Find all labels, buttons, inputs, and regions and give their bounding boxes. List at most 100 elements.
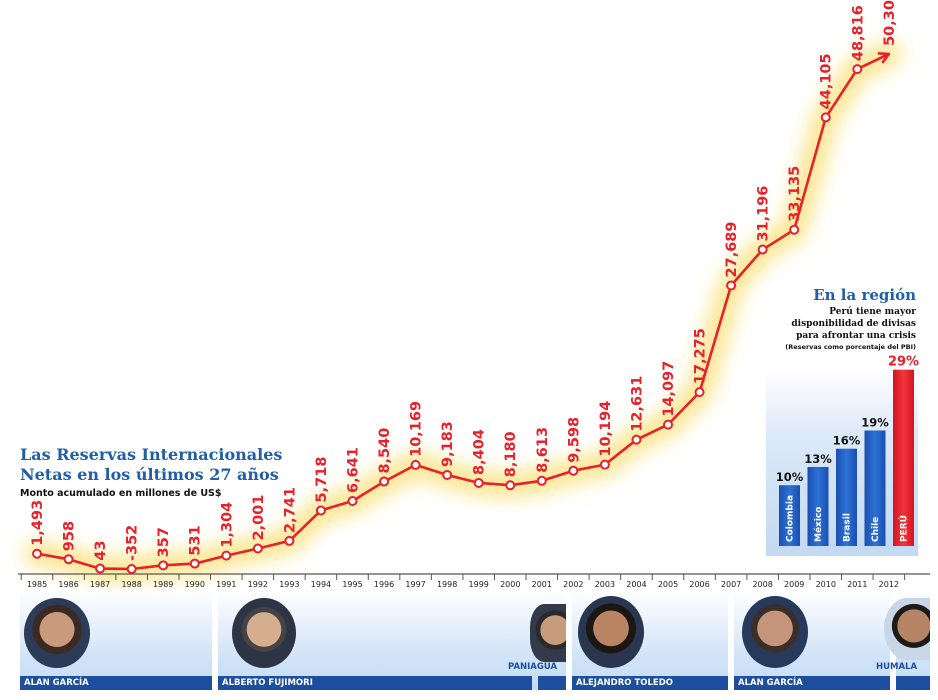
portrait-alejandro-toledo-icon — [578, 596, 644, 668]
data-point — [694, 387, 705, 398]
region-bar-value: 19% — [861, 415, 889, 429]
value-label: 2,741 — [282, 487, 298, 533]
value-label: 14,097 — [661, 361, 677, 417]
x-tick-label: 1991 — [216, 580, 236, 589]
president-label-paniagua: PANIAGUA — [508, 662, 558, 672]
region-bar-category: Brasil — [843, 513, 853, 542]
data-point — [126, 564, 137, 574]
data-point — [189, 558, 200, 569]
president-label-paniagua-bar — [538, 676, 566, 690]
president-label-garcia-1: ALAN GARCÍA — [20, 676, 212, 690]
president-label-garcia-2: ALAN GARCÍA — [734, 676, 890, 690]
x-tick-label: 2006 — [689, 580, 709, 589]
value-label: 50,301 — [882, 0, 898, 46]
data-point — [852, 64, 863, 75]
president-label-humala-bar — [896, 676, 930, 690]
president-label-humala: HUMALA — [876, 662, 918, 672]
data-point — [221, 550, 232, 561]
region-bar-value: 13% — [804, 452, 832, 466]
data-point — [315, 505, 326, 516]
region-subtitle: Perú tiene mayor disponibilidad de divis… — [791, 307, 916, 341]
x-tick-label: 1986 — [58, 580, 78, 589]
data-point — [252, 543, 263, 554]
portrait-paniagua-icon — [530, 604, 566, 662]
data-point — [410, 459, 421, 470]
value-label: 27,689 — [724, 221, 740, 277]
x-tick-label: 1988 — [121, 580, 141, 589]
x-tick-label: 1997 — [405, 580, 425, 589]
data-point — [820, 112, 831, 123]
x-tick-label: 1987 — [90, 580, 110, 589]
x-tick-label: 1990 — [185, 580, 205, 589]
x-tick-label: 1993 — [279, 580, 299, 589]
value-label: 43 — [93, 540, 109, 560]
x-tick-label: 2011 — [847, 580, 867, 589]
value-label: 48,816 — [850, 5, 866, 61]
series-line — [36, 52, 890, 571]
reserves-line — [36, 52, 891, 571]
x-tick-label: 2008 — [752, 580, 772, 589]
region-bar — [836, 448, 857, 546]
x-tick-label: 1999 — [469, 580, 489, 589]
data-point — [505, 480, 516, 491]
data-point — [726, 280, 737, 291]
region-bar-value: 16% — [833, 434, 861, 448]
value-label: 6,641 — [346, 447, 362, 493]
president-label-toledo: ALEJANDRO TOLEDO — [572, 676, 728, 690]
x-tick-label: 1992 — [248, 580, 268, 589]
value-label: 9,598 — [566, 417, 582, 463]
region-bar — [779, 485, 800, 546]
data-point — [32, 548, 42, 559]
value-label: 44,105 — [819, 53, 835, 109]
data-point — [568, 465, 579, 476]
value-label: 8,540 — [377, 428, 393, 474]
value-label: 8,613 — [535, 427, 551, 473]
reserves-points — [32, 64, 863, 574]
x-tick-label: 2000 — [500, 580, 520, 589]
data-point — [789, 224, 800, 235]
chart-title: Las Reservas Internacionales Netas en lo… — [20, 445, 283, 484]
x-tick-label: 1996 — [374, 580, 394, 589]
data-point — [473, 477, 484, 488]
region-bars: 10% Colombia 13% México 16% Brasil 19% Chile 29%… — [776, 355, 919, 546]
reserves-value-labels: 1,493 958 43 -352 357 531 1,304 2,001 2,741 5,718… — [30, 0, 898, 561]
value-label: 8,180 — [503, 431, 519, 477]
region-bar-category: Colombia — [786, 495, 796, 542]
value-label: 357 — [156, 527, 172, 557]
region-bar-value: 29% — [888, 355, 919, 370]
region-note: (Reservas como porcentaje del PBI) — [785, 343, 916, 351]
value-label: 12,631 — [629, 376, 645, 432]
region-bar-category: México — [813, 507, 824, 542]
value-label: 33,135 — [787, 166, 803, 222]
value-label: 1,493 — [30, 500, 46, 546]
portrait-alberto-fujimori-icon — [232, 598, 296, 668]
value-label: 1,304 — [219, 502, 235, 548]
x-tick-label: 2009 — [784, 580, 804, 589]
x-tick-label: 1985 — [27, 580, 47, 589]
value-label: 531 — [188, 525, 204, 555]
value-label: 10,194 — [598, 401, 614, 457]
data-point — [63, 554, 74, 565]
x-tick-label: 2004 — [626, 580, 646, 589]
data-point — [599, 459, 610, 470]
region-title-block: En la región Perú tiene mayor disponibil… — [766, 286, 916, 351]
value-label: 10,169 — [409, 401, 425, 457]
value-label: 31,196 — [756, 186, 772, 242]
x-tick-label: 2012 — [879, 580, 899, 589]
x-tick-label: 2003 — [595, 580, 615, 589]
region-bar-category: PERÚ — [898, 515, 910, 542]
x-axis: 1985 1986 1987 1988 1989 1990 1991 1992 1993 1994… — [18, 573, 930, 589]
series-arrowhead — [877, 52, 891, 64]
value-label: -352 — [125, 525, 141, 561]
x-tick-label: 1998 — [437, 580, 457, 589]
region-bar-category: Chile — [871, 517, 881, 542]
region-bar — [893, 369, 914, 546]
data-point — [631, 434, 642, 445]
region-bar-value: 10% — [776, 470, 804, 484]
x-tick-label: 1994 — [311, 580, 331, 589]
value-label: 9,183 — [440, 421, 456, 467]
chart-title-block: Las Reservas Internacionales Netas en lo… — [20, 445, 300, 499]
value-label: 8,404 — [472, 429, 488, 475]
chart-subtitle: Monto acumulado en millones de US$ — [20, 488, 222, 499]
